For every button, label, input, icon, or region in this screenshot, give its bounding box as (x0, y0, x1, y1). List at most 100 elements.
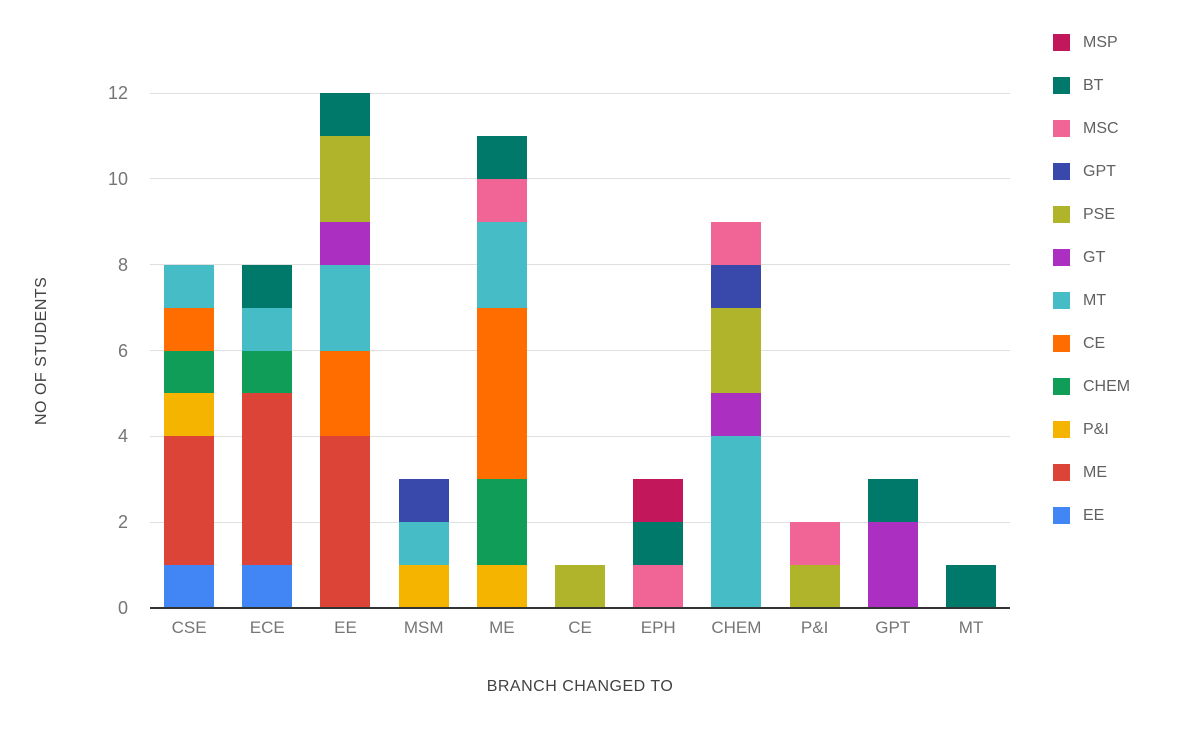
bar-segment-P&I[interactable] (164, 393, 215, 437)
legend-item-CE: CE (1053, 334, 1130, 353)
legend-item-CHEM: CHEM (1053, 377, 1130, 396)
stacked-bar-GPT (867, 479, 918, 608)
bar-segment-EE[interactable] (242, 565, 293, 608)
bar-segment-EE[interactable] (164, 565, 215, 608)
legend-swatch-icon (1053, 77, 1070, 94)
legend-item-MSC: MSC (1053, 119, 1130, 138)
legend-label: PSE (1083, 205, 1116, 223)
bar-segment-BT[interactable] (867, 479, 918, 523)
bar-segment-MT[interactable] (476, 221, 527, 308)
plot-area (150, 92, 1010, 609)
gridline (150, 521, 1010, 523)
legend-label: ME (1083, 463, 1107, 481)
bar-segment-MT[interactable] (398, 522, 449, 566)
bar-segment-MT[interactable] (711, 436, 762, 608)
y-tick-label: 8 (117, 254, 128, 275)
legend-label: CHEM (1083, 377, 1131, 395)
stacked-bar-ME (476, 135, 527, 608)
bar-segment-BT[interactable] (945, 565, 996, 608)
bar-segment-PSE[interactable] (555, 565, 606, 608)
bar-segment-BT[interactable] (320, 93, 371, 136)
x-axis-label: P&I (800, 618, 829, 637)
bar-segment-MT[interactable] (164, 264, 215, 308)
gridline (150, 264, 1010, 266)
bar-segment-BT[interactable] (476, 135, 527, 179)
bar-segment-BT[interactable] (633, 522, 684, 566)
bar-segment-GPT[interactable] (398, 479, 449, 523)
bar-segment-CE[interactable] (476, 307, 527, 480)
legend-swatch-icon (1053, 464, 1070, 481)
x-axis-label: EE (334, 618, 357, 637)
bar-segment-PSE[interactable] (711, 307, 762, 394)
bar-segment-CHEM[interactable] (476, 479, 527, 566)
bar-slot (463, 93, 541, 608)
bar-segment-P&I[interactable] (398, 565, 449, 608)
bar-segment-CHEM[interactable] (164, 350, 215, 394)
x-axis-line (150, 607, 1010, 609)
legend-item-GT: GT (1053, 248, 1130, 267)
legend-swatch-icon (1053, 163, 1070, 180)
bar-segment-MT[interactable] (242, 307, 293, 351)
x-axis-label: ME (489, 618, 515, 637)
y-tick-label: 4 (117, 426, 128, 447)
bar-segment-ME[interactable] (242, 393, 293, 566)
bar-segment-MSC[interactable] (789, 522, 840, 566)
x-axis-title: BRANCH CHANGED TO (486, 678, 674, 695)
stacked-bar-MT (945, 565, 996, 608)
x-axis-label: CSE (171, 618, 207, 637)
legend-label: P&I (1083, 420, 1109, 438)
legend-item-BT: BT (1053, 76, 1130, 95)
legend: MSP BT MSC GPT PSE GT MT CE CHEM P&I ME EE (1053, 33, 1130, 549)
y-tick-label: 12 (107, 83, 128, 103)
bar-segment-CE[interactable] (320, 350, 371, 437)
bar-segment-PSE[interactable] (320, 135, 371, 222)
bars (150, 93, 1010, 608)
legend-swatch-icon (1053, 421, 1070, 438)
bar-slot (854, 93, 932, 608)
legend-label: EE (1083, 506, 1105, 524)
bar-segment-ME[interactable] (320, 436, 371, 608)
bar-segment-GT[interactable] (867, 522, 918, 608)
legend-swatch-icon (1053, 292, 1070, 309)
bar-segment-CE[interactable] (164, 307, 215, 351)
x-axis-label: CE (568, 618, 592, 637)
legend-item-PSE: PSE (1053, 205, 1130, 224)
bar-segment-BT[interactable] (242, 264, 293, 308)
y-axis-ticks: 0 2 4 6 8 10 12 (0, 84, 150, 617)
legend-item-GPT: GPT (1053, 162, 1130, 181)
bar-segment-PSE[interactable] (789, 565, 840, 608)
bar-segment-CHEM[interactable] (242, 350, 293, 394)
bar-segment-MSC[interactable] (476, 178, 527, 222)
legend-item-P&I: P&I (1053, 420, 1130, 439)
bar-slot (697, 93, 775, 608)
bar-segment-ME[interactable] (164, 436, 215, 566)
legend-item-ME: ME (1053, 463, 1130, 482)
bar-segment-P&I[interactable] (476, 565, 527, 608)
x-axis-labels: CSE ECE EE MSM ME CE EPH CHEM P&I GPT MT (150, 618, 1010, 638)
legend-label: MT (1083, 291, 1107, 309)
bar-segment-MT[interactable] (320, 264, 371, 351)
legend-label: GT (1083, 248, 1106, 266)
legend-label: GPT (1083, 162, 1116, 180)
legend-item-EE: EE (1053, 506, 1130, 525)
bar-segment-MSC[interactable] (633, 565, 684, 608)
legend-swatch-icon (1053, 249, 1070, 266)
legend-swatch-icon (1053, 34, 1070, 51)
bar-slot (932, 93, 1010, 608)
stacked-bar-CSE (164, 264, 215, 608)
stacked-bar-P&I (789, 522, 840, 608)
bar-segment-GPT[interactable] (711, 264, 762, 308)
legend-swatch-icon (1053, 507, 1070, 524)
bar-slot (385, 93, 463, 608)
bar-segment-GT[interactable] (711, 393, 762, 437)
bar-slot (306, 93, 384, 608)
y-tick-label: 10 (107, 168, 128, 189)
stacked-bar-EE (320, 93, 371, 608)
bar-segment-MSC[interactable] (711, 221, 762, 265)
legend-label: MSP (1083, 33, 1118, 51)
x-axis-label: CHEM (711, 618, 762, 637)
bar-slot (228, 93, 306, 608)
bar-slot (150, 93, 228, 608)
bar-segment-GT[interactable] (320, 221, 371, 265)
bar-segment-MSP[interactable] (633, 479, 684, 523)
